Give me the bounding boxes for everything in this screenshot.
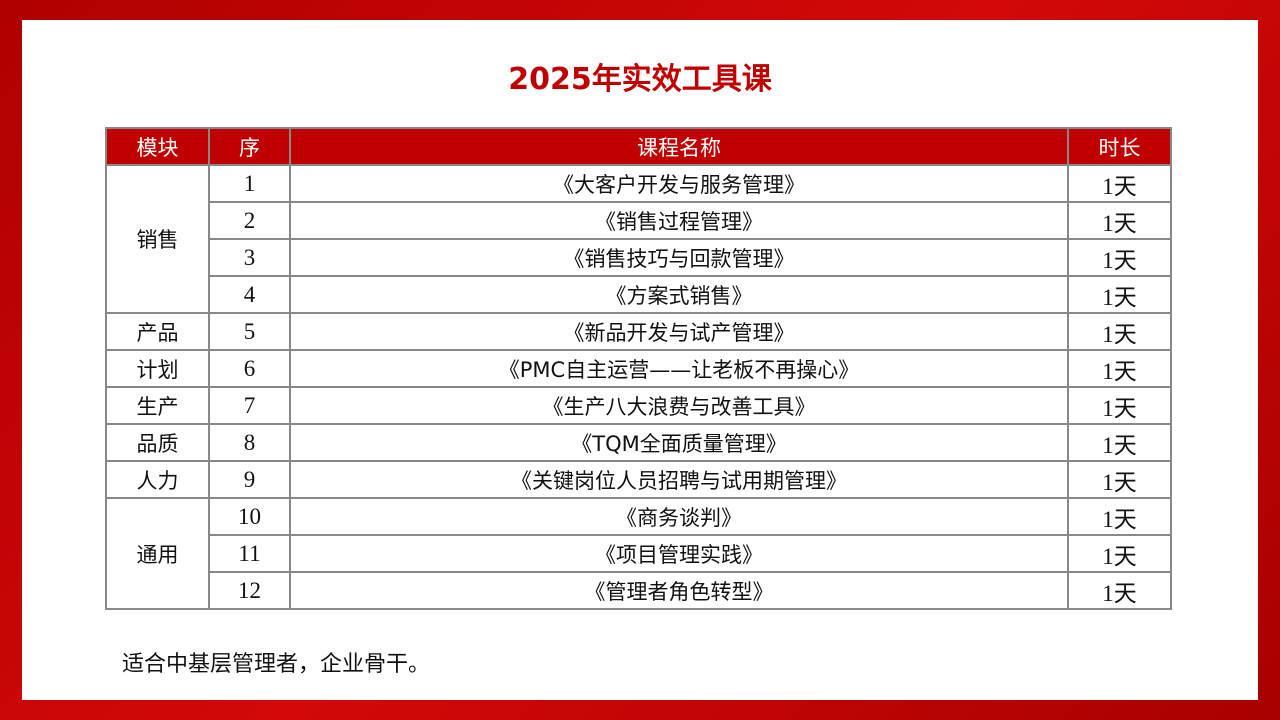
table-row: 人力 9 《关键岗位人员招聘与试用期管理》 1天 <box>105 460 1172 499</box>
duration-cell: 1天 <box>1067 386 1172 425</box>
number-cell: 2 <box>208 201 291 240</box>
table-row: 品质 8 《TQM全面质量管理》 1天 <box>105 423 1172 462</box>
course-name-cell: 《销售技巧与回款管理》 <box>289 238 1069 277</box>
header-duration: 时长 <box>1067 127 1172 166</box>
number-cell: 12 <box>208 571 291 610</box>
duration-cell: 1天 <box>1067 460 1172 499</box>
table-header-row: 模块 序 课程名称 时长 <box>105 127 1172 166</box>
course-name-cell: 《销售过程管理》 <box>289 201 1069 240</box>
number-cell: 9 <box>208 460 291 499</box>
table-row: 生产 7 《生产八大浪费与改善工具》 1天 <box>105 386 1172 425</box>
table-row: 计划 6 《PMC自主运营——让老板不再操心》 1天 <box>105 349 1172 388</box>
header-course: 课程名称 <box>289 127 1069 166</box>
number-cell: 3 <box>208 238 291 277</box>
duration-cell: 1天 <box>1067 164 1172 203</box>
course-name-cell: 《方案式销售》 <box>289 275 1069 314</box>
table-row: 通用 10 《商务谈判》 1天 <box>105 497 1172 610</box>
module-cell: 销售 <box>105 164 210 314</box>
course-table: 模块 序 课程名称 时长 销售 1 《大客户开发与服务管理》 1天 2 《销售过程管理》 1… <box>105 127 1172 610</box>
header-module: 模块 <box>105 127 210 166</box>
table-row: 产品 5 《新品开发与试产管理》 1天 <box>105 312 1172 351</box>
module-cell: 品质 <box>105 423 210 462</box>
module-cell: 人力 <box>105 460 210 499</box>
table-row: 12 《管理者角色转型》 1天 <box>106 571 1172 610</box>
slide: 2025年实效工具课 模块 序 课程名称 时长 销售 1 《大客户开发与服务管理》 1… <box>22 20 1258 700</box>
course-name-cell: 《PMC自主运营——让老板不再操心》 <box>289 349 1069 388</box>
duration-cell: 1天 <box>1067 238 1172 277</box>
course-name-cell: 《TQM全面质量管理》 <box>289 423 1069 462</box>
course-name-cell: 《商务谈判》 <box>289 497 1069 536</box>
header-no: 序 <box>208 127 291 166</box>
duration-cell: 1天 <box>1067 312 1172 351</box>
table-row: 3 《销售技巧与回款管理》 1天 <box>106 238 1172 277</box>
audience-note: 适合中基层管理者，企业骨干。 <box>122 652 431 677</box>
number-cell: 5 <box>208 312 291 351</box>
course-name-cell: 《大客户开发与服务管理》 <box>289 164 1069 203</box>
number-cell: 7 <box>208 386 291 425</box>
course-name-cell: 《关键岗位人员招聘与试用期管理》 <box>289 460 1069 499</box>
course-name-cell: 《项目管理实践》 <box>289 534 1069 573</box>
table-row: 4 《方案式销售》 1天 <box>106 275 1172 314</box>
table-row: 11 《项目管理实践》 1天 <box>106 534 1172 573</box>
number-cell: 11 <box>208 534 291 573</box>
duration-cell: 1天 <box>1067 497 1172 536</box>
number-cell: 10 <box>208 497 291 536</box>
number-cell: 6 <box>208 349 291 388</box>
number-cell: 8 <box>208 423 291 462</box>
duration-cell: 1天 <box>1067 534 1172 573</box>
table-row: 销售 1 《大客户开发与服务管理》 1天 <box>105 164 1172 314</box>
duration-cell: 1天 <box>1067 423 1172 462</box>
duration-cell: 1天 <box>1067 201 1172 240</box>
course-name-cell: 《新品开发与试产管理》 <box>289 312 1069 351</box>
course-name-cell: 《生产八大浪费与改善工具》 <box>289 386 1069 425</box>
page-title: 2025年实效工具课 <box>508 62 772 97</box>
module-cell: 通用 <box>105 497 210 610</box>
course-name-cell: 《管理者角色转型》 <box>289 571 1069 610</box>
duration-cell: 1天 <box>1067 275 1172 314</box>
duration-cell: 1天 <box>1067 571 1172 610</box>
module-cell: 计划 <box>105 349 210 388</box>
module-cell: 生产 <box>105 386 210 425</box>
number-cell: 1 <box>208 164 291 203</box>
duration-cell: 1天 <box>1067 349 1172 388</box>
table-row: 2 《销售过程管理》 1天 <box>106 201 1172 240</box>
module-cell: 产品 <box>105 312 210 351</box>
number-cell: 4 <box>208 275 291 314</box>
